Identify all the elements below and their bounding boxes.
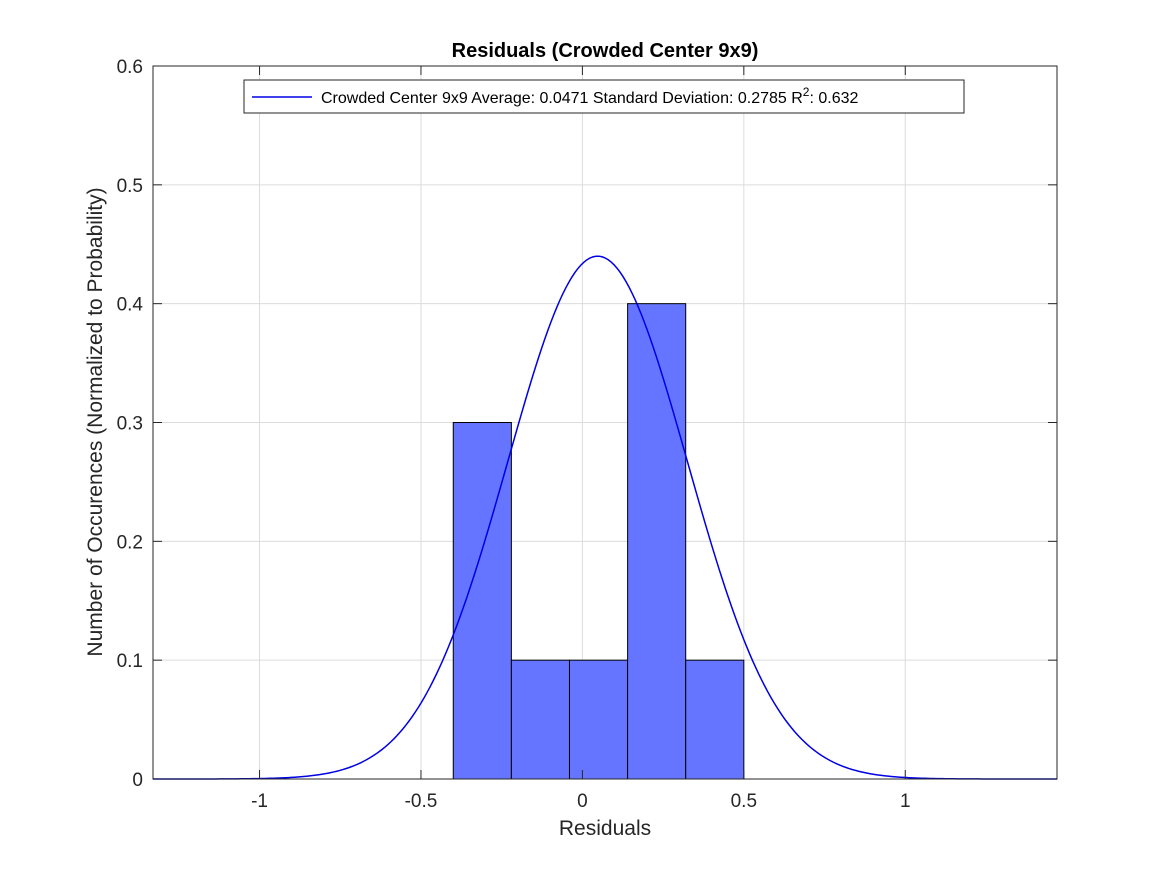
x-tick-label-2: 0 — [577, 791, 588, 812]
histogram-bar-4 — [685, 659, 745, 780]
x-tick-label-1: -0.5 — [405, 791, 438, 812]
legend-entry-superscript: 2 — [803, 85, 810, 99]
fit-curve-path — [153, 255, 1057, 780]
legend[interactable]: Crowded Center 9x9 Average: 0.0471 Stand… — [243, 79, 965, 114]
x-tick-label-0: -1 — [251, 791, 268, 812]
legend-entry-tail: : 0.632 — [809, 90, 858, 107]
histogram-bar-3 — [627, 303, 687, 780]
x-tick-label-4: 1 — [900, 791, 911, 812]
chart-title: Residuals (Crowded Center 9x9) — [452, 40, 759, 62]
y-tick-label-6: 0.6 — [117, 57, 143, 78]
axis-ticks: -1 -0.5 0 0.5 1 0 0.1 0.2 0.3 0.4 0.5 0.6 — [117, 57, 1057, 812]
histogram-bar-0 — [452, 422, 512, 780]
histogram-bar-1 — [510, 659, 570, 780]
y-tick-label-2: 0.2 — [117, 532, 143, 553]
y-tick-label-4: 0.4 — [117, 295, 144, 316]
x-axis-label: Residuals — [559, 817, 651, 840]
legend-box — [243, 79, 965, 114]
histogram-bar-2 — [568, 659, 629, 780]
y-tick-label-5: 0.5 — [117, 176, 143, 197]
x-tick-label-3: 0.5 — [731, 791, 757, 812]
legend-entry-main: Crowded Center 9x9 Average: 0.0471 Stand… — [321, 90, 803, 107]
y-axis-label: Number of Occurences (Normalized to Prob… — [84, 187, 107, 656]
y-tick-label-3: 0.3 — [117, 414, 143, 435]
y-tick-label-1: 0.1 — [117, 651, 143, 672]
normal-fit-curve — [153, 255, 1057, 780]
legend-entry: Crowded Center 9x9 Average: 0.0471 Stand… — [321, 85, 859, 107]
y-tick-label-0: 0 — [132, 770, 143, 791]
